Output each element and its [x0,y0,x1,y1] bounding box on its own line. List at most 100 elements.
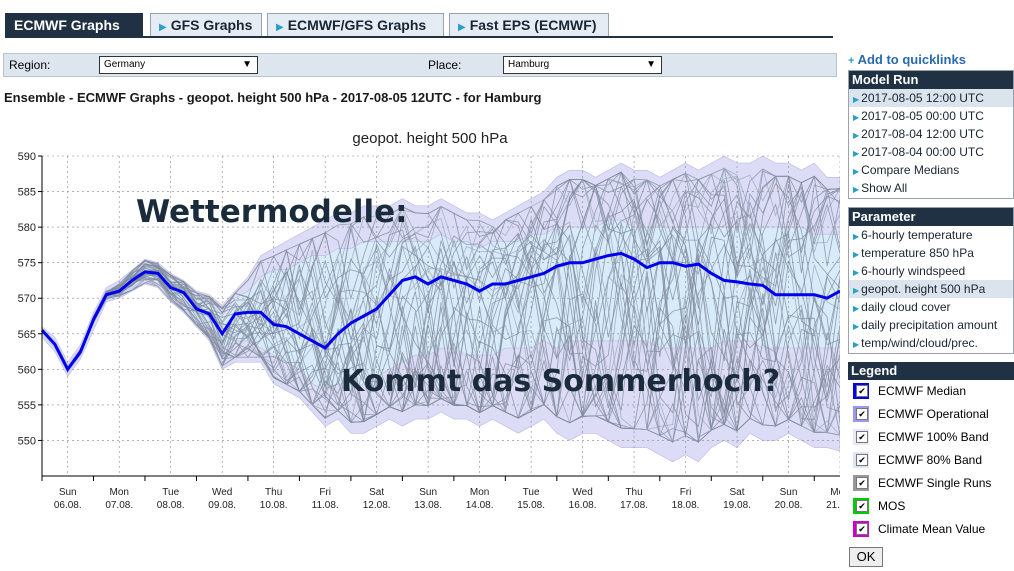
x-tick-day: Fri [680,487,692,498]
single-run-line [41,175,840,443]
parameter-item[interactable]: ▶ geopot. height 500 hPa [849,280,1013,298]
model-run-item[interactable]: ▶ Show All [849,179,1013,197]
legend-checkbox[interactable]: ✔ [856,408,868,420]
triangle-right-icon: ▶ [853,340,860,349]
triangle-right-icon: ▶ [853,304,860,313]
tab-ecmwf-graphs[interactable]: ECMWF Graphs [5,13,143,37]
x-tick-day: Wed [212,487,232,498]
y-tick-label: 555 [18,400,36,412]
legend-row: ✔ ECMWF Operational [848,403,1014,426]
model-run-item[interactable]: ▶ 2017-08-05 00:00 UTC [849,107,1013,125]
model-run-item-label: 2017-08-04 12:00 UTC [861,127,984,141]
geopotential-chart: 550 555 560 565 570 575 580 585 590 Sun 06.08. Mon 0… [18,130,840,511]
x-tick-date: 17.08. [620,500,648,511]
median-layer [40,251,840,373]
tab-underline [5,36,833,38]
legend-label: ECMWF 80% Band [878,453,983,467]
parameter-item[interactable]: ▶ temperature 850 hPa [849,244,1013,262]
model-run-item-label: 2017-08-05 12:00 UTC [861,91,984,105]
model-run-item[interactable]: ▶ 2017-08-04 12:00 UTC [849,125,1013,143]
tab-ecmwf-gfs-graphs[interactable]: ▶ ECMWF/GFS Graphs [267,13,444,37]
x-tick-day: Mon [470,487,489,498]
y-tick-label: 585 [18,187,36,199]
legend-panel: Legend ✔ ECMWF Median ✔ ECMWF Operational ✔ E… [848,362,1014,545]
model-run-item[interactable]: ▶ Compare Medians [849,161,1013,179]
parameter-item-label: geopot. height 500 hPa [861,282,986,296]
parameter-item[interactable]: ▶ 6-hourly windspeed [849,262,1013,280]
legend-checkbox[interactable]: ✔ [856,385,868,397]
triangle-right-icon: ▶ [276,22,284,33]
model-run-item-label: Show All [861,181,908,195]
legend-title: Legend [848,362,1014,380]
model-run-item[interactable]: ▶ 2017-08-04 00:00 UTC [849,143,1013,161]
chart-title: geopot. height 500 hPa [352,130,508,147]
single-run-line [41,224,840,443]
x-tick-day: Sat [730,487,745,498]
tab-gfs-graphs[interactable]: ▶ GFS Graphs [150,13,262,37]
x-tick-day: Tue [162,487,179,498]
legend-row: ✔ ECMWF Single Runs [848,472,1014,495]
model-run-title: Model Run [849,71,1013,89]
x-tick-date: 18.08. [672,500,700,511]
y-tick-label: 575 [18,258,36,270]
legend-swatch: ✔ [853,498,869,514]
legend-label: ECMWF Operational [878,407,989,421]
parameter-item[interactable]: ▶ daily cloud cover [849,298,1013,316]
parameter-item-label: 6-hourly windspeed [861,264,966,278]
triangle-right-icon: ▶ [853,268,860,277]
x-tick-date: 11.08. [312,500,339,511]
parameter-item-label: temp/wind/cloud/prec. [861,336,978,350]
model-run-item[interactable]: ▶ 2017-08-05 12:00 UTC [849,89,1013,107]
single-run-line [41,195,840,431]
legend-label: ECMWF 100% Band [878,430,989,444]
x-tick-date: 20.08. [775,500,803,511]
legend-swatch: ✔ [853,383,869,399]
triangle-right-icon: ▶ [458,22,466,33]
triangle-right-icon: ▶ [853,286,860,295]
single-run-line [41,171,840,431]
x-tick-day: Mon [109,487,128,498]
legend-checkbox[interactable]: ✔ [856,523,868,535]
region-value: Germany [104,59,146,70]
triangle-right-icon: ▶ [853,95,860,104]
x-tick-date: 07.08. [105,500,133,511]
model-run-panel: Model Run ▶ 2017-08-05 12:00 UTC ▶ 2017-08-… [848,70,1014,199]
legend-checkbox[interactable]: ✔ [856,477,868,489]
ok-button[interactable]: OK [849,547,883,567]
legend-row: ✔ Climate Mean Value [848,518,1014,541]
parameter-title: Parameter [849,208,1013,226]
parameter-item-label: daily precipitation amount [861,318,998,332]
x-tick-day: Sun [780,487,798,498]
triangle-right-icon: ▶ [853,149,860,158]
tab-fast-eps[interactable]: ▶ Fast EPS (ECMWF) [449,13,609,37]
parameter-item[interactable]: ▶ 6-hourly temperature [849,226,1013,244]
x-tick-day: Sun [419,487,437,498]
x-tick-day: Thu [625,487,642,498]
x-tick-day: Sun [59,487,77,498]
legend-row: ✔ MOS [848,495,1014,518]
single-run-line [41,167,840,406]
legend-checkbox[interactable]: ✔ [856,500,868,512]
x-tick-date: 06.08. [54,500,82,511]
add-quicklink-link[interactable]: + Add to quicklinks [848,52,966,67]
single-run-line [41,206,840,421]
x-tick-date: 16.08. [569,500,597,511]
place-select[interactable]: Hamburg ▼ [503,56,662,74]
tab-label: ECMWF/GFS Graphs [287,17,427,33]
region-select[interactable]: Germany ▼ [99,56,258,74]
parameter-item[interactable]: ▶ temp/wind/cloud/prec. [849,334,1013,352]
y-tick-label: 590 [18,151,36,163]
page-title: Ensemble - ECMWF Graphs - geopot. height… [4,90,542,105]
x-tick-date: 19.08. [723,500,751,511]
single-run-line [41,178,840,406]
legend-checkbox[interactable]: ✔ [856,431,868,443]
region-label: Region: [9,58,51,72]
single-run-line [41,172,840,436]
triangle-right-icon: ▶ [853,322,860,331]
axes-layer: 550 555 560 565 570 575 580 585 590 Sun 06.08. Mon 0… [18,151,840,511]
legend-row: ✔ ECMWF 80% Band [848,449,1014,472]
triangle-right-icon: ▶ [853,113,860,122]
legend-checkbox[interactable]: ✔ [856,454,868,466]
tab-label: GFS Graphs [170,17,253,33]
parameter-item[interactable]: ▶ daily precipitation amount [849,316,1013,334]
